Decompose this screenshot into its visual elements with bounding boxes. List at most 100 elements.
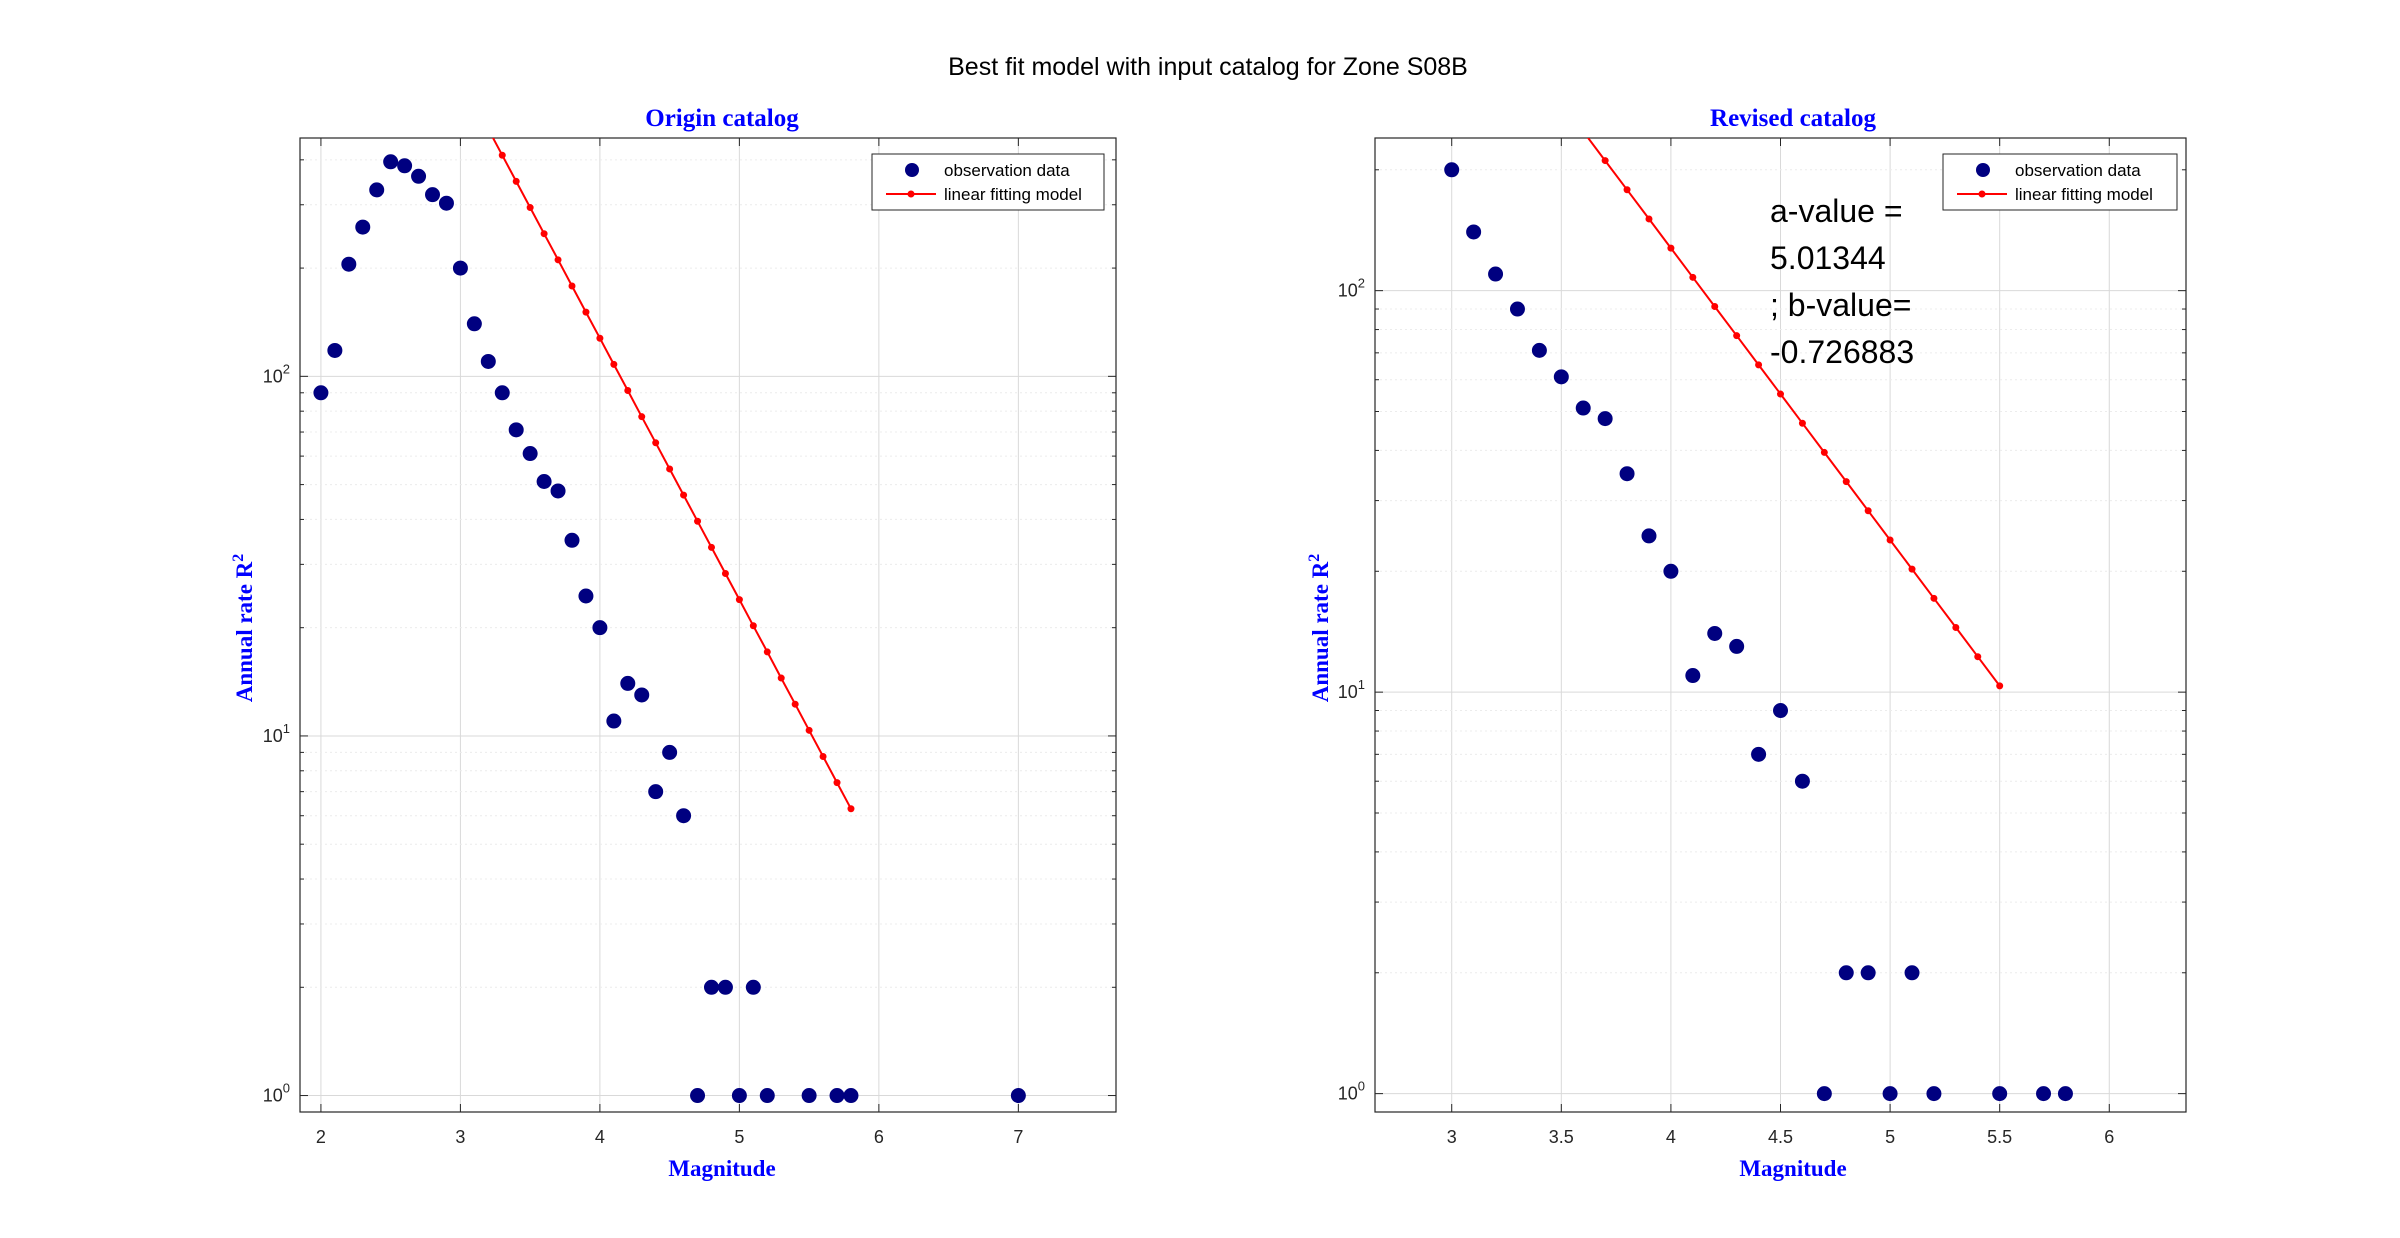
x-tick-label: 4.5 (1768, 1127, 1793, 1147)
observation-point (397, 158, 413, 174)
y-tick-label: 100 (1338, 1079, 1365, 1104)
legend: observation data linear fitting model (1942, 153, 2178, 211)
observation-point (606, 713, 622, 729)
y-tick-exponent: 0 (1358, 1079, 1365, 1094)
plot-area (313, 138, 1026, 1104)
model-point (680, 491, 688, 499)
model-point (512, 177, 520, 185)
observation-point (1531, 342, 1547, 358)
observation-point (578, 588, 594, 604)
observation-point (1882, 1086, 1898, 1102)
observation-point (634, 687, 650, 703)
model-point (694, 517, 702, 525)
observation-point (648, 784, 664, 800)
model-point (554, 256, 562, 264)
observation-point (1444, 162, 1460, 178)
observation-point (1926, 1086, 1942, 1102)
observation-point (522, 446, 538, 462)
observation-point (480, 353, 496, 369)
model-point (1689, 273, 1697, 281)
observation-point (1992, 1086, 2008, 1102)
x-axis-label: Magnitude (1739, 1156, 1846, 1181)
annotation-line: 5.01344 (1770, 240, 1886, 276)
y-tick-base: 10 (1338, 281, 1358, 301)
model-point (540, 230, 548, 238)
observation-point (327, 342, 343, 358)
observation-point (452, 260, 468, 276)
observation-point (1794, 773, 1810, 789)
x-tick-label: 5 (734, 1127, 744, 1147)
observation-point (1751, 746, 1767, 762)
observation-point (1838, 965, 1854, 981)
y-tick-exponent: 2 (1358, 276, 1365, 291)
annotation-line: -0.726883 (1770, 334, 1914, 370)
y-axis-label: Annual rate R2 (230, 554, 257, 703)
observation-point (1488, 266, 1504, 282)
legend-observation-swatch (905, 163, 919, 177)
model-point (1711, 302, 1719, 310)
legend-observation-label: observation data (2015, 161, 2141, 180)
model-point (1667, 244, 1675, 252)
y-tick-exponent: 0 (283, 1081, 290, 1096)
observation-point (676, 808, 692, 824)
figure-title: Best fit model with input catalog for Zo… (948, 53, 1468, 81)
model-point (805, 726, 813, 734)
observation-point (1509, 301, 1525, 317)
observation-point (829, 1088, 845, 1104)
x-tick-label: 6 (2104, 1127, 2114, 1147)
observation-point (564, 532, 580, 548)
observation-point (1729, 638, 1745, 654)
model-point (1798, 419, 1806, 427)
model-point (1908, 565, 1916, 573)
model-point (1777, 390, 1784, 398)
y-tick-label: 101 (1338, 677, 1365, 702)
observation-point (1641, 528, 1657, 544)
y-axis-label-superscript: 2 (1306, 554, 1323, 562)
x-axis-label: Magnitude (668, 1156, 775, 1181)
model-point (624, 387, 632, 395)
x-tick-label: 3.5 (1549, 1127, 1574, 1147)
model-point (568, 282, 576, 290)
observation-point (1707, 625, 1723, 641)
x-tick-label: 7 (1013, 1127, 1023, 1147)
model-point (582, 308, 590, 316)
observation-point (550, 483, 566, 499)
model-point (1930, 594, 1938, 602)
model-point (847, 805, 855, 813)
model-point (833, 779, 841, 787)
model-point (1996, 682, 2004, 690)
observation-point (1597, 411, 1613, 427)
model-point (638, 413, 646, 421)
origin-catalog-chart: Origin catalog Magnitude Annual rate R2 … (230, 105, 1117, 1181)
y-tick-base: 10 (263, 726, 283, 746)
model-point (791, 700, 799, 708)
observation-point (425, 187, 441, 203)
legend-model-swatch-dot (1978, 190, 1986, 198)
model-point (1886, 536, 1894, 544)
model-point (1820, 448, 1828, 456)
legend-observation-swatch (1976, 163, 1990, 177)
observation-point (411, 168, 427, 184)
model-point (749, 622, 757, 630)
model-point (1755, 361, 1763, 369)
observation-point (536, 473, 552, 489)
model-point (652, 439, 660, 447)
y-axis-label-text: Annual rate R (1308, 561, 1333, 702)
model-point (735, 596, 743, 604)
observation-point (1685, 668, 1701, 684)
observation-point (494, 385, 510, 401)
model-point (666, 465, 674, 473)
chart-title: Revised catalog (1710, 105, 1876, 132)
y-tick-base: 10 (263, 366, 283, 386)
observation-point (759, 1088, 775, 1104)
observation-point (383, 154, 399, 170)
model-point (596, 334, 604, 342)
observation-point (745, 979, 761, 995)
model-point (777, 674, 785, 682)
observation-point (438, 195, 454, 211)
legend-model-swatch-dot (907, 190, 915, 198)
y-tick-base: 10 (1338, 1084, 1358, 1104)
model-point (610, 360, 618, 368)
